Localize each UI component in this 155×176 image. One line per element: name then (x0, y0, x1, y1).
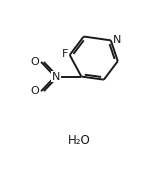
Text: N: N (52, 72, 60, 81)
Text: F: F (62, 49, 68, 59)
Text: O: O (31, 57, 40, 67)
Text: O: O (31, 86, 40, 96)
Text: H₂O: H₂O (68, 134, 90, 147)
Text: N: N (113, 35, 122, 45)
